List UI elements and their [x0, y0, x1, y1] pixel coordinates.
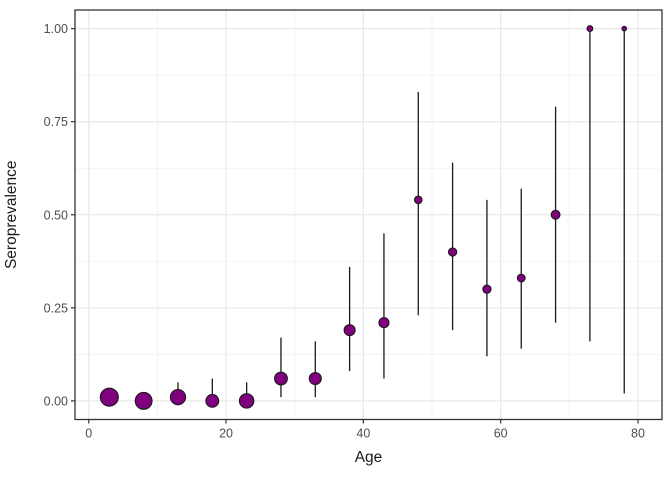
point-age-3 [99, 387, 119, 407]
x-tick-label: 0 [85, 427, 92, 441]
y-axis-title: Seroprevalence [3, 160, 20, 269]
point-age-38 [343, 324, 356, 337]
y-tick-label: 1.00 [44, 22, 68, 36]
point-age-73 [586, 25, 594, 33]
point-age-28 [274, 371, 288, 386]
point-age-13 [169, 389, 187, 406]
point-age-63 [516, 273, 526, 283]
x-axis-title: Age [355, 449, 383, 466]
y-tick-label: 0.50 [44, 208, 68, 222]
x-tick-label: 80 [631, 427, 645, 441]
point-age-43 [378, 317, 390, 329]
x-tick-label: 60 [494, 427, 508, 441]
point-age-23 [238, 393, 255, 409]
y-tick-label: 0.25 [44, 301, 68, 315]
point-age-48 [413, 195, 423, 205]
point-age-58 [482, 284, 492, 294]
y-tick-label: 0.75 [44, 115, 68, 129]
point-age-78 [621, 25, 628, 32]
x-tick-label: 20 [219, 427, 233, 441]
x-tick-label: 40 [356, 427, 370, 441]
point-age-18 [205, 393, 220, 408]
point-age-53 [447, 247, 458, 257]
point-age-8 [134, 391, 153, 410]
y-tick-label: 0.00 [44, 394, 68, 408]
point-age-33 [308, 371, 322, 386]
point-age-68 [550, 209, 561, 220]
